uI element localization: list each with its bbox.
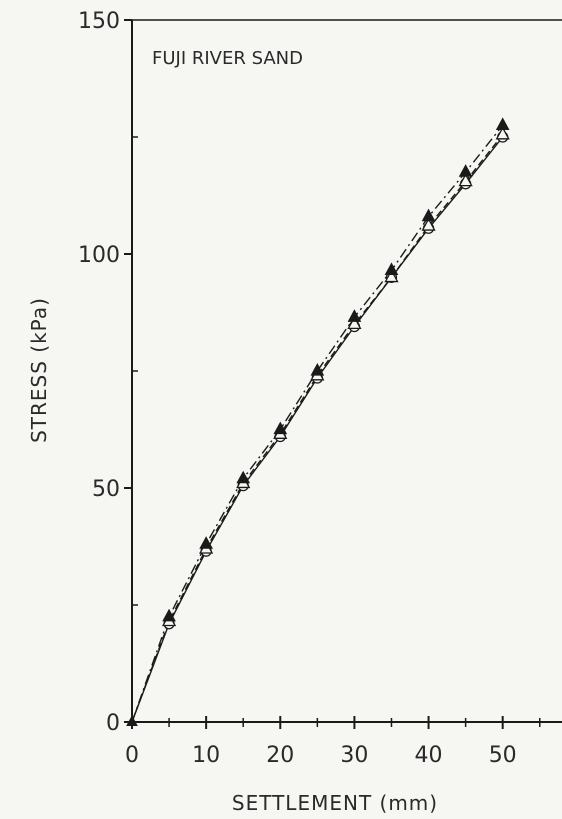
marker-filled-triangle: [495, 117, 510, 130]
marker-filled-triangle: [273, 421, 288, 435]
marker-filled-triangle: [162, 608, 176, 622]
x-axis-title: SETTLEMENT (mm): [232, 791, 438, 815]
x-tick-label: 30: [340, 743, 368, 768]
x-axis-ticks: [131, 716, 541, 729]
marker-filled-triangle: [458, 164, 473, 177]
series-line-1: [131, 124, 504, 723]
series-markers: [126, 117, 510, 726]
y-tick-label: 150: [78, 9, 120, 34]
marker-open-triangle: [421, 217, 436, 231]
panel-annotation: FUJI RIVER SAND: [152, 48, 303, 69]
y-axis-title: STRESS (kPa): [27, 297, 51, 443]
y-tick-label: 0: [106, 711, 120, 736]
marker-open-triangle: [458, 173, 473, 187]
marker-origin: [126, 715, 138, 726]
x-tick-label: 40: [415, 743, 443, 768]
marker-filled-triangle: [384, 262, 399, 276]
y-tick-label: 50: [92, 477, 120, 502]
y-tick-label: 100: [78, 243, 120, 268]
marker-filled-triangle: [199, 536, 213, 549]
y-axis-ticks: [124, 19, 138, 723]
marker-open-triangle: [384, 269, 399, 283]
x-axis-tick-labels: 0 10 20 30 40 50: [125, 743, 517, 768]
marker-filled-triangle: [421, 208, 436, 222]
marker-filled-triangle: [236, 470, 251, 484]
marker-open-triangle: [495, 126, 510, 140]
x-tick-label: 0: [125, 743, 139, 768]
x-tick-label: 50: [489, 743, 517, 768]
marker-open-triangle: [347, 315, 362, 329]
marker-filled-triangle: [347, 309, 362, 322]
marker-filled-triangle: [310, 363, 325, 376]
x-tick-label: 20: [266, 743, 294, 768]
series-line-2: [131, 134, 504, 723]
x-tick-label: 10: [192, 743, 220, 768]
y-axis-tick-labels: 0 50 100 150: [78, 9, 120, 736]
